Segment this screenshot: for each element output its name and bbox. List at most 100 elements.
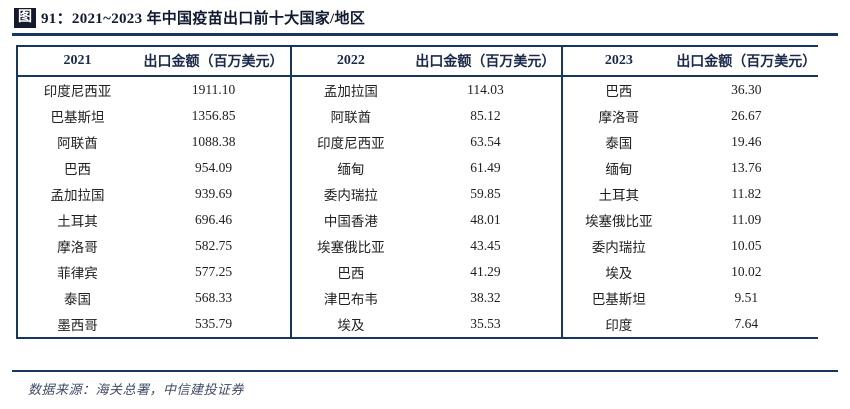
figure-badge: 图 — [14, 7, 36, 28]
table-row: 摩洛哥 26.67 — [562, 103, 818, 129]
value-cell: 11.82 — [731, 186, 762, 201]
country-cell: 阿联酋 — [330, 110, 372, 125]
table-row: 泰国 19.46 — [562, 129, 818, 155]
value-cell: 1911.10 — [191, 82, 236, 97]
value-cell: 59.85 — [470, 186, 501, 201]
amount-header: 出口金额（百万美元） — [409, 47, 561, 77]
country-cell: 土耳其 — [57, 214, 98, 229]
country-cell: 摩洛哥 — [57, 240, 98, 255]
country-cell: 菲律宾 — [57, 266, 98, 281]
table-row: 印度尼西亚 1911.10 — [17, 76, 290, 103]
country-cell: 埃塞俄比亚 — [585, 214, 653, 229]
table-row: 印度 7.64 — [562, 311, 818, 337]
value-cell: 19.46 — [731, 134, 762, 149]
value-cell: 41.29 — [470, 264, 501, 279]
country-cell: 墨西哥 — [57, 318, 98, 333]
amount-header: 出口金额（百万美元） — [137, 47, 290, 77]
table-row: 埃塞俄比亚 43.45 — [291, 233, 561, 259]
table-row: 土耳其 11.82 — [562, 181, 818, 207]
year-section-2022: 2022 出口金额（百万美元） 孟加拉国 114.03 阿联酋 85.12 印度尼西亚 6… — [290, 47, 561, 337]
table-row: 孟加拉国 114.03 — [291, 76, 561, 103]
country-cell: 委内瑞拉 — [591, 240, 646, 255]
year-section-2021: 2021 出口金额（百万美元） 印度尼西亚 1911.10 巴基斯坦 1356.85 阿… — [16, 47, 290, 337]
table-row: 埃及 10.02 — [562, 259, 818, 285]
value-cell: 1356.85 — [191, 108, 236, 123]
year-section-2023: 2023 出口金额（百万美元） 巴西 36.30 摩洛哥 26.67 泰国 19.46 缅甸… — [561, 47, 818, 337]
country-cell: 津巴布韦 — [323, 292, 378, 307]
country-cell: 埃及 — [337, 318, 365, 333]
value-cell: 7.64 — [734, 316, 759, 331]
country-cell: 摩洛哥 — [598, 110, 640, 125]
figure-title: 91：2021~2023 年中国疫苗出口前十大国家/地区 — [41, 11, 366, 27]
table-row: 缅甸 13.76 — [562, 155, 818, 181]
year-header: 2023 — [562, 47, 675, 77]
table-row: 巴基斯坦 9.51 — [562, 285, 818, 311]
table-row: 菲律宾 577.25 — [17, 259, 290, 285]
header-row: 2022 出口金额（百万美元） — [291, 47, 561, 77]
year-header: 2022 — [291, 47, 410, 77]
figure-title-row: 图 91：2021~2023 年中国疫苗出口前十大国家/地区 — [14, 7, 365, 28]
table-row: 缅甸 61.49 — [291, 155, 561, 181]
table-row: 土耳其 696.46 — [17, 207, 290, 233]
value-cell: 48.01 — [470, 212, 501, 227]
table-row: 津巴布韦 38.32 — [291, 285, 561, 311]
country-cell: 印度 — [605, 318, 633, 333]
table-row: 埃塞俄比亚 11.09 — [562, 207, 818, 233]
footer-divider — [12, 370, 838, 372]
table-row: 委内瑞拉 59.85 — [291, 181, 561, 207]
country-cell: 土耳其 — [598, 188, 640, 203]
table-row: 墨西哥 535.79 — [17, 311, 290, 337]
title-divider — [12, 33, 838, 36]
value-cell: 26.67 — [731, 108, 762, 123]
header-row: 2023 出口金额（百万美元） — [562, 47, 818, 77]
table-row: 巴西 41.29 — [291, 259, 561, 285]
country-cell: 印度尼西亚 — [317, 136, 385, 151]
value-cell: 568.33 — [194, 290, 233, 305]
amount-header: 出口金额（百万美元） — [674, 47, 818, 77]
table-row: 阿联酋 1088.38 — [17, 129, 290, 155]
value-cell: 13.76 — [731, 160, 762, 175]
table-row: 印度尼西亚 63.54 — [291, 129, 561, 155]
country-cell: 缅甸 — [337, 162, 365, 177]
country-cell: 泰国 — [64, 292, 92, 307]
country-cell: 埃塞俄比亚 — [317, 240, 385, 255]
table-row: 阿联酋 85.12 — [291, 103, 561, 129]
value-cell: 535.79 — [194, 316, 233, 331]
country-cell: 巴西 — [337, 266, 365, 281]
table-row: 巴西 954.09 — [17, 155, 290, 181]
country-cell: 中国香港 — [323, 214, 378, 229]
value-cell: 577.25 — [194, 264, 233, 279]
value-cell: 35.53 — [470, 316, 501, 331]
table-row: 委内瑞拉 10.05 — [562, 233, 818, 259]
table-row: 泰国 568.33 — [17, 285, 290, 311]
country-cell: 埃及 — [605, 266, 633, 281]
table-row: 中国香港 48.01 — [291, 207, 561, 233]
country-cell: 泰国 — [605, 136, 633, 151]
country-cell: 巴基斯坦 — [50, 110, 105, 125]
value-cell: 696.46 — [194, 212, 233, 227]
value-cell: 10.05 — [731, 238, 762, 253]
value-cell: 939.69 — [194, 186, 233, 201]
country-cell: 巴西 — [605, 84, 633, 99]
table-row: 巴基斯坦 1356.85 — [17, 103, 290, 129]
table-row: 孟加拉国 939.69 — [17, 181, 290, 207]
country-cell: 缅甸 — [605, 162, 633, 177]
header-row: 2021 出口金额（百万美元） — [17, 47, 290, 77]
value-cell: 85.12 — [470, 108, 501, 123]
value-cell: 11.09 — [731, 212, 762, 227]
export-table: 2021 出口金额（百万美元） 印度尼西亚 1911.10 巴基斯坦 1356.85 阿… — [16, 45, 818, 339]
country-cell: 巴西 — [64, 162, 92, 177]
value-cell: 582.75 — [194, 238, 233, 253]
country-cell: 印度尼西亚 — [43, 84, 112, 99]
table-row: 埃及 35.53 — [291, 311, 561, 337]
value-cell: 36.30 — [731, 82, 762, 97]
value-cell: 9.51 — [734, 290, 759, 305]
value-cell: 10.02 — [731, 264, 762, 279]
value-cell: 43.45 — [470, 238, 501, 253]
country-cell: 阿联酋 — [57, 136, 98, 151]
data-source-note: 数据来源：海关总署，中信建投证券 — [28, 382, 245, 397]
value-cell: 954.09 — [194, 160, 233, 175]
country-cell: 孟加拉国 — [323, 84, 378, 99]
country-cell: 孟加拉国 — [50, 188, 105, 203]
